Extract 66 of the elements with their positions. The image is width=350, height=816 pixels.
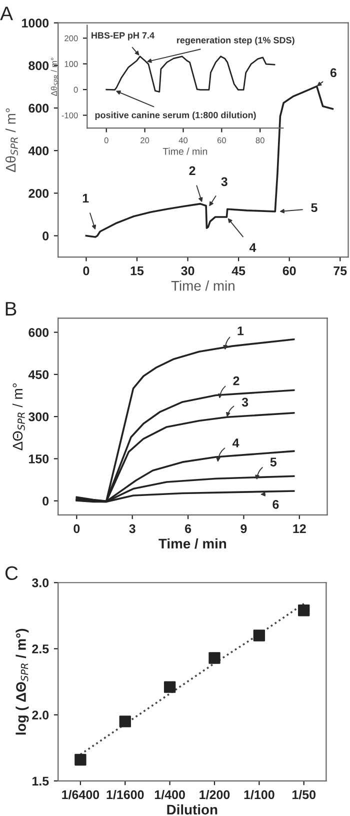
x-tick-label: 1/1600 — [106, 790, 144, 800]
chart-title: B — [6, 302, 16, 316]
x-axis-title: Time / min — [162, 148, 208, 155]
y-tick-label: 450 — [28, 370, 49, 380]
x-tick-label: 30 — [181, 266, 194, 276]
annotation: 4 — [249, 243, 256, 252]
x-tick-label: 75 — [334, 266, 347, 276]
x-tick-label: 60 — [282, 266, 296, 276]
x-axis-title: Time / min — [171, 280, 234, 291]
x-axis-title: Dilution — [167, 804, 218, 815]
y-tick-label: 1.5 — [32, 776, 49, 786]
annotation: regeneration step (1% SDS) — [177, 36, 294, 46]
y-axis-title: Δθ$_{SPR}$ / m° — [50, 58, 58, 96]
annotation: 4 — [232, 438, 240, 448]
y-tick-label: 600 — [28, 104, 49, 113]
x-tick-label: 45 — [232, 266, 246, 276]
x-tick-label: 3 — [129, 524, 136, 534]
annotation: 3 — [221, 177, 228, 186]
annotation: 2 — [189, 166, 196, 175]
annotation: 6 — [272, 500, 279, 509]
y-tick-label: 800 — [28, 61, 49, 70]
annotation: positive canine serum (1:800 dilution) — [95, 112, 256, 120]
x-tick-label: 6 — [185, 524, 192, 534]
x-tick-label: 1/50 — [292, 790, 316, 800]
annotation: 1 — [82, 194, 89, 202]
annotation: 2 — [233, 376, 240, 386]
annotation: 3 — [242, 398, 248, 407]
y-axis-title: ΔΘ$_{SPR}$ / m° — [12, 383, 25, 450]
x-tick-label: 12 — [293, 524, 306, 533]
x-axis-title: Time / min — [158, 538, 226, 549]
x-tick-label: 1/100 — [244, 790, 274, 800]
x-tick-label: 80 — [256, 137, 264, 144]
y-tick-label: 200 — [28, 188, 49, 198]
annotation: 6 — [330, 68, 336, 78]
x-tick-label: 1/200 — [200, 790, 230, 800]
y-tick-label: 300 — [28, 412, 49, 422]
chart-title: A — [0, 6, 13, 20]
y-tick-label: 600 — [28, 328, 49, 337]
y-tick-label: 3.0 — [32, 578, 49, 588]
annotation: 1 — [238, 326, 244, 336]
y-tick-label: 0 — [42, 232, 49, 240]
x-tick-label: 20 — [140, 137, 150, 144]
y-axis-title: log ( ΔΘ$_{SPR}$ / m°) — [16, 628, 29, 735]
y-tick-label: 0 — [42, 496, 49, 506]
annotation: HBS-EP pH 7.4 — [92, 32, 154, 40]
annotation: 5 — [270, 458, 277, 466]
annotation: 5 — [311, 203, 318, 212]
chart-title: C — [5, 566, 18, 580]
y-tick-label: -100 — [62, 112, 78, 118]
y-tick-label: 100 — [64, 61, 78, 67]
x-tick-label: 0 — [104, 137, 108, 144]
y-tick-label: 1000 — [22, 18, 49, 28]
x-tick-label: 0 — [83, 266, 90, 276]
x-tick-label: 1/6400 — [62, 790, 100, 800]
y-tick-label: 0 — [74, 86, 78, 93]
x-tick-label: 60 — [217, 137, 226, 144]
x-tick-label: 40 — [178, 137, 188, 144]
x-tick-label: 9 — [240, 524, 247, 534]
y-tick-label: 2.0 — [32, 710, 49, 720]
y-tick-label: 200 — [64, 35, 78, 42]
x-tick-label: 15 — [130, 266, 144, 276]
y-tick-label: 2.5 — [32, 644, 49, 654]
y-tick-label: 150 — [29, 454, 49, 464]
y-tick-label: 400 — [28, 146, 49, 156]
x-tick-label: 1/400 — [154, 790, 185, 800]
y-axis-title: Δθ$_{SPR}$ / m° — [5, 108, 18, 172]
